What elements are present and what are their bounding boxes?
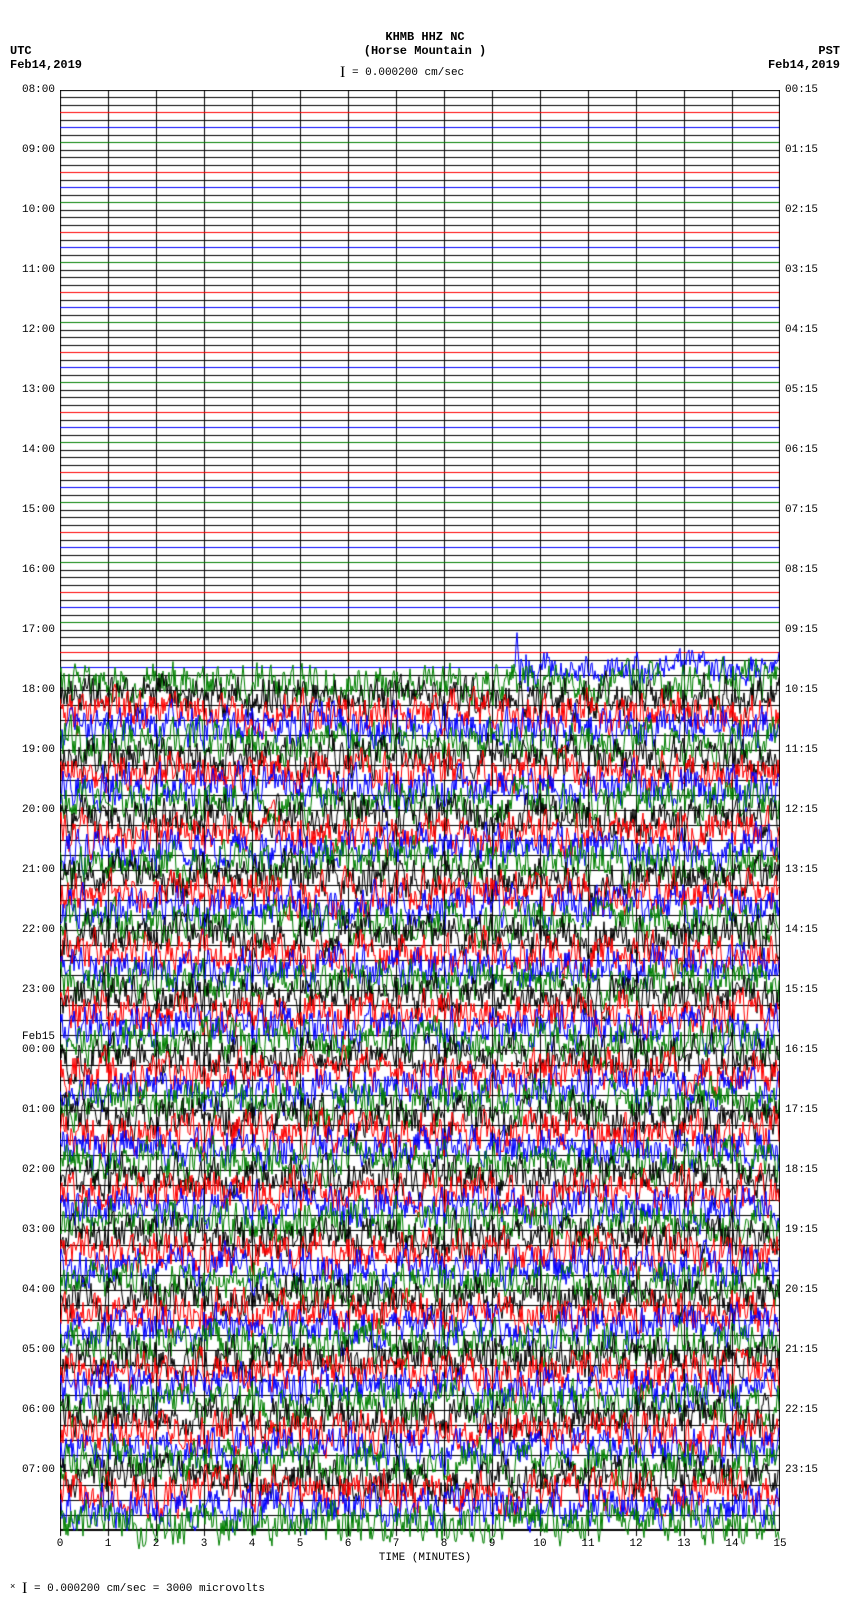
left-hour-label: 13:00 [5,384,55,396]
x-tick-label: 5 [290,1538,310,1550]
left-hour-label: 16:00 [5,564,55,576]
footer-scale-note: × I = 0.000200 cm/sec = 3000 microvolts [10,1580,265,1598]
right-hour-label: 17:15 [785,1104,845,1116]
date-left: Feb14,2019 [10,58,82,72]
left-hour-label: 17:00 [5,624,55,636]
right-hour-label: 08:15 [785,564,845,576]
x-tick-label: 4 [242,1538,262,1550]
x-tick-label: 13 [674,1538,694,1550]
right-hour-label: 16:15 [785,1044,845,1056]
left-hour-label: 23:00 [5,984,55,996]
x-tick-label: 0 [50,1538,70,1550]
x-tick-label: 2 [146,1538,166,1550]
left-hour-label: 14:00 [5,444,55,456]
left-hour-label: 07:00 [5,1464,55,1476]
left-hour-label: 04:00 [5,1284,55,1296]
right-hour-label: 09:15 [785,624,845,636]
left-hour-label: 02:00 [5,1164,55,1176]
right-hour-label: 22:15 [785,1404,845,1416]
helicorder-plot [60,90,780,1560]
tz-right: PST [818,44,840,58]
right-hour-label: 18:15 [785,1164,845,1176]
left-hour-label: 03:00 [5,1224,55,1236]
station-line-2: (Horse Mountain ) [0,44,850,58]
footer-text: = 0.000200 cm/sec = 3000 microvolts [34,1583,265,1595]
x-tick-label: 14 [722,1538,742,1550]
right-hour-label: 23:15 [785,1464,845,1476]
x-tick-label: 11 [578,1538,598,1550]
right-hour-label: 02:15 [785,204,845,216]
left-hour-label: 12:00 [5,324,55,336]
date-right: Feb14,2019 [768,58,840,72]
helicorder-container: KHMB HHZ NC (Horse Mountain ) I = 0.0002… [0,0,850,1613]
scale-bar: I = 0.000200 cm/sec [340,64,464,82]
left-hour-label: 05:00 [5,1344,55,1356]
x-tick-label: 10 [530,1538,550,1550]
x-axis-title: TIME (MINUTES) [0,1552,850,1564]
left-hour-label: 09:00 [5,144,55,156]
left-date-extra: Feb15 [5,1031,55,1043]
left-hour-label: 22:00 [5,924,55,936]
x-tick-label: 1 [98,1538,118,1550]
left-hour-label: 21:00 [5,864,55,876]
x-tick-label: 6 [338,1538,358,1550]
left-hour-label: 20:00 [5,804,55,816]
scale-text: = 0.000200 cm/sec [352,67,464,79]
x-tick-label: 15 [770,1538,790,1550]
right-hour-label: 10:15 [785,684,845,696]
left-hour-label: 08:00 [5,84,55,96]
right-hour-label: 05:15 [785,384,845,396]
left-hour-label: 00:00 [5,1044,55,1056]
station-line-1: KHMB HHZ NC [0,30,850,44]
right-hour-label: 14:15 [785,924,845,936]
right-hour-label: 04:15 [785,324,845,336]
right-hour-label: 21:15 [785,1344,845,1356]
right-hour-label: 20:15 [785,1284,845,1296]
right-hour-label: 01:15 [785,144,845,156]
left-hour-label: 18:00 [5,684,55,696]
right-hour-label: 11:15 [785,744,845,756]
left-hour-label: 01:00 [5,1104,55,1116]
right-hour-label: 12:15 [785,804,845,816]
x-tick-label: 7 [386,1538,406,1550]
x-tick-label: 12 [626,1538,646,1550]
right-hour-label: 13:15 [785,864,845,876]
right-hour-label: 19:15 [785,1224,845,1236]
left-hour-label: 11:00 [5,264,55,276]
left-hour-label: 15:00 [5,504,55,516]
right-hour-label: 06:15 [785,444,845,456]
tz-left: UTC [10,44,32,58]
left-hour-label: 10:00 [5,204,55,216]
right-hour-label: 15:15 [785,984,845,996]
x-tick-label: 9 [482,1538,502,1550]
left-hour-label: 19:00 [5,744,55,756]
right-hour-label: 03:15 [785,264,845,276]
right-hour-label: 07:15 [785,504,845,516]
right-hour-label: 00:15 [785,84,845,96]
x-tick-label: 3 [194,1538,214,1550]
x-tick-label: 8 [434,1538,454,1550]
left-hour-label: 06:00 [5,1404,55,1416]
